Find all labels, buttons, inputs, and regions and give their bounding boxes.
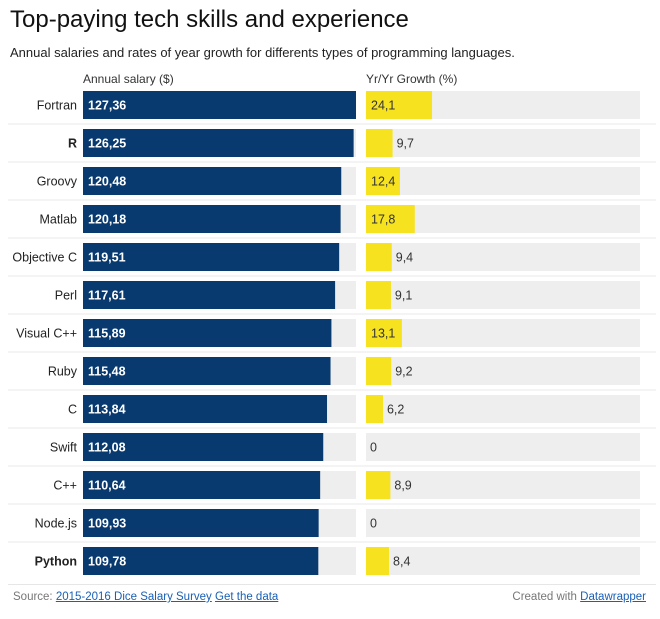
growth-value-label: 0 bbox=[370, 441, 377, 455]
source-prefix: Source: bbox=[13, 591, 56, 603]
growth-bar bbox=[366, 319, 402, 347]
growth-value-label: 17,8 bbox=[371, 213, 395, 227]
category-label: Perl bbox=[55, 289, 77, 303]
footer-divider bbox=[8, 584, 656, 585]
category-label: R bbox=[68, 137, 77, 151]
salary-bar bbox=[83, 243, 340, 271]
growth-track bbox=[366, 395, 640, 423]
salary-bar bbox=[83, 205, 341, 233]
salary-bar bbox=[83, 319, 332, 347]
category-label: Objective C bbox=[12, 251, 77, 265]
salary-value-label: 127,36 bbox=[88, 99, 126, 113]
salary-value-label: 110,64 bbox=[88, 479, 126, 493]
get-the-data-link[interactable]: Get the data bbox=[215, 591, 279, 603]
chart-subtitle: Annual salaries and rates of year growth… bbox=[10, 45, 515, 60]
salary-bar bbox=[83, 433, 324, 461]
growth-bar bbox=[366, 205, 415, 233]
growth-bar bbox=[366, 91, 433, 119]
growth-bar bbox=[366, 547, 390, 575]
salary-value-label: 112,08 bbox=[88, 441, 126, 455]
growth-value-label: 6,2 bbox=[387, 403, 404, 417]
growth-column-header: Yr/Yr Growth (%) bbox=[366, 72, 458, 86]
category-label: Matlab bbox=[39, 213, 77, 227]
salary-value-label: 117,61 bbox=[88, 289, 126, 303]
growth-value-label: 9,1 bbox=[395, 289, 412, 303]
chart-title: Top-paying tech skills and experience bbox=[10, 6, 409, 33]
source-line: Source: 2015-2016 Dice Salary Survey Get… bbox=[13, 591, 278, 603]
created-with-prefix: Created with bbox=[512, 591, 581, 603]
salary-value-label: 119,51 bbox=[88, 251, 126, 265]
growth-bar bbox=[366, 129, 393, 157]
growth-value-label: 24,1 bbox=[371, 99, 395, 113]
category-label: C++ bbox=[53, 479, 77, 493]
category-label: Visual C++ bbox=[16, 327, 77, 341]
salary-bar bbox=[83, 129, 354, 157]
category-label: Ruby bbox=[48, 365, 78, 379]
category-label: C bbox=[68, 403, 77, 417]
growth-track bbox=[366, 281, 640, 309]
source-link[interactable]: 2015-2016 Dice Salary Survey bbox=[55, 591, 212, 603]
salary-value-label: 115,89 bbox=[88, 327, 126, 341]
salary-bar bbox=[83, 281, 336, 309]
growth-bar bbox=[366, 243, 392, 271]
growth-track bbox=[366, 167, 640, 195]
salary-value-label: 109,93 bbox=[88, 517, 126, 531]
growth-track bbox=[366, 319, 640, 347]
growth-track bbox=[366, 471, 640, 499]
salary-bar bbox=[83, 91, 356, 119]
category-label: Node.js bbox=[35, 517, 77, 531]
growth-value-label: 8,4 bbox=[393, 555, 410, 569]
growth-bar bbox=[366, 357, 392, 385]
growth-bar bbox=[366, 167, 400, 195]
salary-bar bbox=[83, 547, 319, 575]
growth-track bbox=[366, 509, 640, 537]
salary-bar bbox=[83, 357, 331, 385]
growth-value-label: 0 bbox=[370, 517, 377, 531]
growth-value-label: 12,4 bbox=[371, 175, 395, 189]
salary-bar bbox=[83, 167, 342, 195]
growth-bar bbox=[366, 471, 391, 499]
growth-value-label: 8,9 bbox=[394, 479, 411, 493]
salary-value-label: 120,48 bbox=[88, 175, 126, 189]
growth-bar bbox=[366, 395, 383, 423]
growth-value-label: 9,4 bbox=[396, 251, 413, 265]
growth-track bbox=[366, 433, 640, 461]
growth-value-label: 9,2 bbox=[395, 365, 412, 379]
growth-track bbox=[366, 129, 640, 157]
credit-line: Created with Datawrapper bbox=[512, 591, 646, 603]
growth-track bbox=[366, 243, 640, 271]
salary-bar bbox=[83, 509, 319, 537]
category-label: Python bbox=[35, 555, 77, 569]
salary-value-label: 126,25 bbox=[88, 137, 126, 151]
growth-bar bbox=[366, 281, 391, 309]
datawrapper-link[interactable]: Datawrapper bbox=[580, 591, 646, 603]
growth-value-label: 13,1 bbox=[371, 327, 395, 341]
salary-value-label: 113,84 bbox=[88, 403, 126, 417]
salary-column-header: Annual salary ($) bbox=[83, 72, 174, 86]
category-label: Swift bbox=[50, 441, 78, 455]
growth-track bbox=[366, 357, 640, 385]
bar-chart: Fortran 127,36 24,1 R 126,25 9,7 Groovy 120,48 1… bbox=[8, 91, 656, 575]
salary-value-label: 120,18 bbox=[88, 213, 126, 227]
salary-value-label: 109,78 bbox=[88, 555, 126, 569]
growth-value-label: 9,7 bbox=[397, 137, 414, 151]
salary-bar bbox=[83, 471, 321, 499]
category-label: Groovy bbox=[37, 175, 78, 189]
salary-value-label: 115,48 bbox=[88, 365, 126, 379]
category-label: Fortran bbox=[37, 99, 77, 113]
salary-bar bbox=[83, 395, 328, 423]
growth-track bbox=[366, 547, 640, 575]
